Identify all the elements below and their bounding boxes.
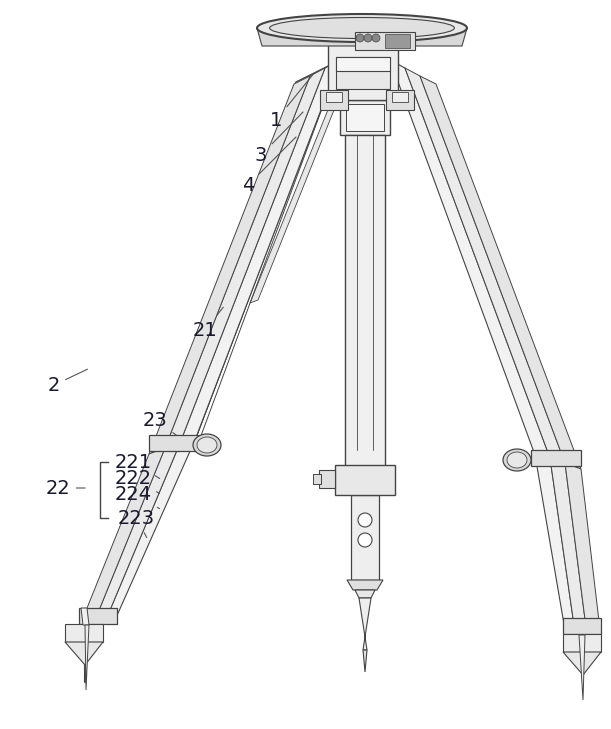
Ellipse shape <box>364 34 372 42</box>
Bar <box>149 435 199 451</box>
Polygon shape <box>347 580 383 590</box>
Polygon shape <box>550 458 587 635</box>
Ellipse shape <box>269 17 455 39</box>
Text: 224: 224 <box>115 485 159 509</box>
Bar <box>326 92 342 102</box>
Ellipse shape <box>507 452 527 468</box>
Bar <box>336 57 390 89</box>
Polygon shape <box>79 448 165 628</box>
Ellipse shape <box>193 434 221 456</box>
Ellipse shape <box>358 513 372 527</box>
Polygon shape <box>81 608 89 625</box>
Text: 222: 222 <box>115 469 159 494</box>
Polygon shape <box>420 76 581 469</box>
Ellipse shape <box>257 14 467 42</box>
Polygon shape <box>355 590 375 598</box>
Text: 22: 22 <box>46 478 85 497</box>
Polygon shape <box>180 60 340 443</box>
Ellipse shape <box>197 437 217 453</box>
Bar <box>345 135 385 470</box>
Text: 23: 23 <box>143 410 188 443</box>
Bar <box>335 465 395 495</box>
Polygon shape <box>535 455 575 632</box>
Bar <box>351 495 379 580</box>
Text: 21: 21 <box>193 307 223 340</box>
Polygon shape <box>390 60 550 458</box>
Bar <box>319 470 335 488</box>
Bar <box>346 104 384 131</box>
Polygon shape <box>85 625 89 690</box>
Polygon shape <box>579 635 585 700</box>
Bar <box>313 474 321 484</box>
Polygon shape <box>149 76 310 454</box>
Bar <box>531 450 581 466</box>
Polygon shape <box>250 70 350 303</box>
Ellipse shape <box>356 34 364 42</box>
Polygon shape <box>563 652 601 675</box>
Polygon shape <box>405 68 565 463</box>
Bar <box>320 90 348 110</box>
Polygon shape <box>359 598 371 650</box>
Ellipse shape <box>372 34 380 42</box>
Polygon shape <box>563 634 601 652</box>
Polygon shape <box>65 624 103 642</box>
Polygon shape <box>257 28 467 46</box>
Text: 1: 1 <box>270 74 313 130</box>
Bar <box>386 90 414 110</box>
Text: 3: 3 <box>255 112 303 165</box>
Bar <box>336 57 390 71</box>
Bar <box>385 34 410 48</box>
Polygon shape <box>161 60 340 453</box>
Bar <box>340 100 390 135</box>
Polygon shape <box>161 63 335 453</box>
Polygon shape <box>93 443 180 625</box>
Polygon shape <box>65 642 103 665</box>
Bar <box>328 42 398 100</box>
Polygon shape <box>363 650 367 672</box>
Ellipse shape <box>503 449 531 471</box>
Bar <box>79 608 117 624</box>
Polygon shape <box>105 440 195 622</box>
Bar <box>563 618 601 634</box>
Polygon shape <box>565 463 601 638</box>
Bar <box>355 32 415 50</box>
Text: 221: 221 <box>115 453 159 478</box>
Ellipse shape <box>358 533 372 547</box>
Text: 2: 2 <box>48 369 87 394</box>
Text: 223: 223 <box>118 509 155 537</box>
Bar <box>392 92 408 102</box>
Text: 4: 4 <box>242 137 296 195</box>
Polygon shape <box>165 68 325 448</box>
